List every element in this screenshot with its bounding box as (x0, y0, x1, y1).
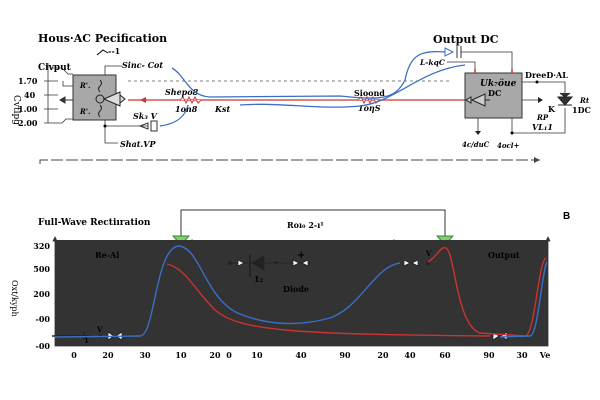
y-tick-label: -00 (36, 314, 51, 324)
buffer-icon (444, 47, 455, 57)
x-tick-label: 10 (251, 350, 263, 360)
k-label: K (548, 104, 556, 114)
top-y-axis-label: Cvtlpg (11, 95, 21, 125)
output-title: Output DC (433, 33, 499, 46)
i2-label: 1₂ (254, 274, 264, 284)
junction (103, 124, 107, 128)
top-y-ticks: 1.70 40 1.00 2.00 (18, 76, 38, 128)
series-group (54, 245, 548, 338)
shat-label: Shat.VP (120, 139, 156, 149)
wires (477, 81, 566, 134)
panel-label: B (563, 211, 570, 222)
x-tick-label: 40 (295, 350, 307, 360)
x-tick-label: 30 (139, 350, 151, 360)
input-bracket (44, 63, 73, 124)
bottom-left-label: 4c/duC (462, 140, 490, 149)
x-tick-label: 0 (71, 350, 77, 360)
y-tick: 1.00 (18, 104, 38, 114)
second-label: Sioond (354, 88, 385, 98)
series-red-line (166, 263, 491, 337)
arrow-left-icon (59, 96, 73, 104)
squiggle-icon (96, 49, 109, 56)
right-annotation: Output (488, 250, 520, 260)
x-tick-label: 90 (339, 350, 351, 360)
sk-label: Sk₃ V (133, 111, 158, 121)
box-right-line1: Uk₇öue (480, 78, 517, 89)
dreed-label: DreeD·AL (525, 70, 568, 80)
x-tick-label: 10 (175, 350, 187, 360)
x-tick-label: 30 (516, 350, 528, 360)
buffer-icon (102, 91, 126, 107)
lkqc-label: L-kqC (419, 58, 445, 67)
y-tick: 40 (24, 90, 36, 100)
left-annotation: Re-Al (95, 250, 119, 260)
x-tick-label: 90 (483, 350, 495, 360)
top-title: Hous·AC Pecification (38, 32, 167, 45)
arrow-right-icon (534, 157, 540, 163)
chart-axes (52, 236, 551, 347)
chart-ylabel: Oxt/kyph (10, 280, 19, 317)
r-top-label: R'. (79, 81, 90, 90)
diode-icon (251, 255, 265, 271)
vl-label: VL₁1 (532, 122, 553, 132)
r-bottom-label: R'. (79, 107, 90, 116)
capacitor-icon (150, 120, 158, 132)
dc-label: 1DC (572, 105, 591, 115)
sine-label: Sinc- Cot (122, 60, 163, 70)
chart-title: Full-Wave Rectiıration (38, 218, 151, 228)
x-tick-label: 20 (209, 350, 221, 360)
y-tick-label: 320 (33, 241, 50, 251)
x-tick-label: 60 (439, 350, 451, 360)
capacitor-icon (456, 46, 462, 58)
y-tick: 1.70 (18, 76, 38, 86)
x-tick-label: 40 (404, 350, 416, 360)
junction (510, 131, 514, 135)
x-tick-label: 20 (102, 350, 114, 360)
diode-label: Diode (283, 284, 309, 294)
signal-lines-blue (159, 50, 466, 127)
i1-label: 1 (84, 336, 89, 345)
y-tick-label: 200 (33, 289, 50, 299)
series-red-line-2 (427, 247, 547, 337)
inductor-icon (98, 79, 102, 118)
buffer-icon (138, 122, 149, 130)
junction (535, 80, 539, 84)
shep-label: Shepo8 (165, 87, 199, 97)
y-tick-labels: 320 500 200 -00 -00 (33, 241, 50, 351)
zener-diode-icon (556, 92, 574, 106)
x-tick-label: 20 (377, 350, 389, 360)
y-tick-label: -00 (36, 341, 51, 351)
resistor-icon (179, 95, 202, 105)
span-bracket (180, 209, 446, 236)
plus-label: + (297, 250, 305, 261)
v1-label: V (96, 325, 103, 334)
y-tick: 2.00 (18, 118, 38, 128)
timeline-axis (39, 159, 540, 164)
rp-label: RP (536, 113, 549, 122)
x-tick-label: 0 (226, 350, 232, 360)
series-blue-line (54, 245, 548, 338)
box-right-line2: DC (488, 88, 501, 98)
red-pins (474, 69, 513, 73)
diode-icon (301, 259, 309, 267)
arrow-left-icon (140, 97, 146, 103)
buffer-icon (465, 93, 490, 107)
second-value: 1oηS (358, 103, 381, 113)
bottom-right-label: 4ocl+ (497, 141, 519, 150)
rt-label: Rt (579, 96, 590, 105)
span-label: Roı₀ 2-ı¹ (287, 220, 324, 230)
marker-label: --1 (108, 46, 120, 56)
v2-label: V (425, 249, 432, 258)
y-tick-label: 500 (33, 264, 50, 274)
right-ic-box (464, 72, 523, 119)
kst-label: Kst (214, 104, 230, 114)
diode-icon (403, 259, 419, 267)
x-tick-label: Ve (539, 350, 551, 360)
x-tick-labels: 0 20 30 10 20 0 10 40 90 20 40 60 90 30 Ve (71, 350, 550, 360)
diode-icon (237, 259, 245, 267)
diode-icon (292, 259, 300, 267)
